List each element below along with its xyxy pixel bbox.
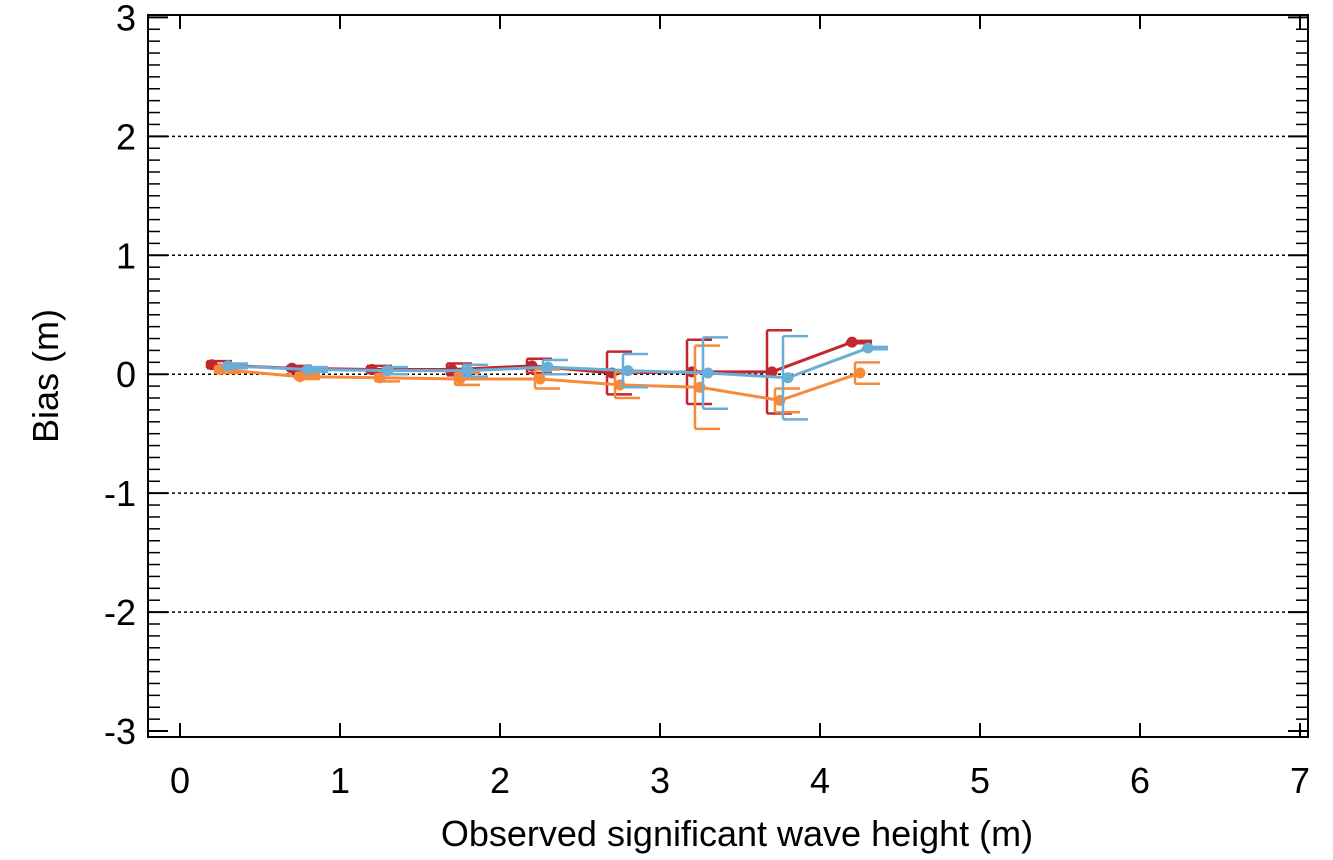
- data-point: [542, 361, 554, 373]
- data-point: [854, 367, 866, 379]
- data-point: [534, 373, 546, 385]
- data-point: [462, 365, 474, 377]
- data-point: [862, 342, 874, 354]
- x-tick-label: 4: [810, 760, 830, 801]
- x-tick-label: 3: [650, 760, 670, 801]
- x-tick-label: 1: [330, 760, 350, 801]
- tick-labels: 0 1 2 3 4 5 6 7 -3 -2 -1 0 1 2 3: [104, 0, 1310, 801]
- data-point: [374, 372, 386, 384]
- y-tick-label: 3: [116, 0, 136, 38]
- axis-ticks: [148, 15, 1308, 737]
- y-tick-label: 2: [116, 116, 136, 157]
- gridlines: [148, 135, 1308, 613]
- data-point: [222, 360, 234, 372]
- data-point: [294, 371, 306, 383]
- x-tick-label: 7: [1290, 760, 1310, 801]
- y-axis-label: Bias (m): [25, 309, 66, 443]
- x-tick-label: 5: [970, 760, 990, 801]
- data-point: [382, 365, 394, 377]
- data-point: [702, 367, 714, 379]
- data-point: [622, 365, 634, 377]
- data-point: [782, 372, 794, 384]
- data-point: [302, 363, 314, 375]
- y-tick-label: -1: [104, 473, 136, 514]
- series-2: [221, 334, 888, 421]
- x-tick-label: 2: [490, 760, 510, 801]
- y-tick-label: 1: [116, 235, 136, 276]
- y-tick-label: -2: [104, 592, 136, 633]
- data-point: [766, 366, 778, 378]
- x-tick-label: 0: [170, 760, 190, 801]
- data-series: [205, 328, 888, 431]
- y-tick-label: 0: [116, 354, 136, 395]
- x-tick-label: 6: [1130, 760, 1150, 801]
- x-axis-label: Observed significant wave height (m): [441, 813, 1033, 854]
- y-tick-label: -3: [104, 711, 136, 752]
- data-point: [846, 336, 858, 348]
- plot-frame: [147, 14, 1309, 738]
